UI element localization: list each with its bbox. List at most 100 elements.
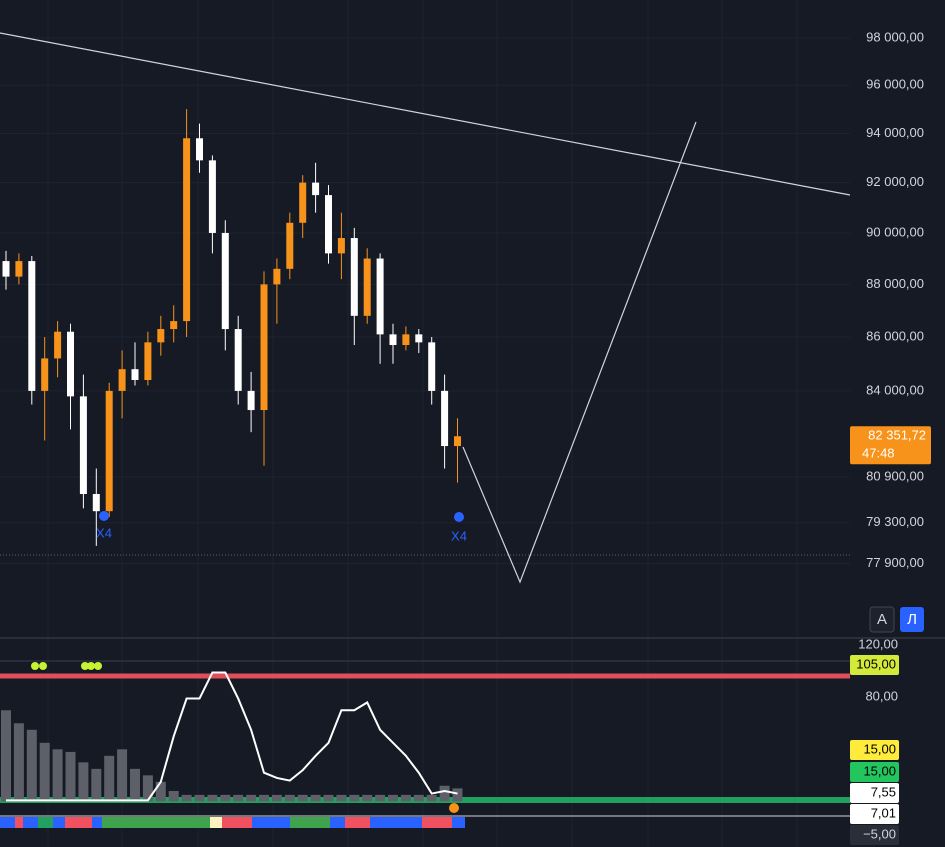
oscillator-line <box>6 671 458 802</box>
candle-body <box>234 329 242 391</box>
strip <box>15 817 23 828</box>
histogram-bar <box>452 788 463 802</box>
toolbar: A Л <box>869 606 924 633</box>
y-tick-label: 86 000,00 <box>866 328 924 343</box>
histogram-bar <box>388 794 398 802</box>
candle-body <box>144 342 152 381</box>
y-tick-label: 98 000,00 <box>866 29 924 44</box>
marker-label: X4 <box>96 525 112 540</box>
marker-dot <box>454 512 464 522</box>
candle-body <box>312 182 320 196</box>
histogram-bar <box>233 794 244 802</box>
badge-label: 7,01 <box>871 805 896 820</box>
histogram-bar <box>155 781 166 802</box>
histogram-bar <box>65 751 76 802</box>
y-tick-label: 94 000,00 <box>866 125 924 140</box>
signal-dot <box>39 662 47 670</box>
histogram-bar <box>426 794 437 802</box>
oscillator: 120,00 80,00 <box>6 637 898 802</box>
histogram-bar <box>336 794 347 802</box>
candle-body <box>441 390 449 447</box>
price-tag <box>850 426 931 465</box>
badge <box>850 655 899 675</box>
candle-body <box>183 138 191 322</box>
strip <box>210 817 222 828</box>
badge-label: 105,00 <box>856 656 896 671</box>
candle-body <box>363 258 371 316</box>
histogram-bar <box>297 794 308 802</box>
candle-body <box>376 258 384 335</box>
y-tick-label: 88 000,00 <box>866 276 924 291</box>
badge-label: −5,00 <box>863 826 896 841</box>
candle-body <box>67 331 74 397</box>
candle-body <box>428 342 436 391</box>
candle-body <box>15 261 23 277</box>
candle-body <box>389 334 397 346</box>
histogram-bar <box>362 794 373 802</box>
candle-body <box>299 182 307 223</box>
strip <box>290 817 330 828</box>
histogram-bar <box>207 794 218 802</box>
y-tick-label: 77 900,00 <box>866 555 924 570</box>
countdown: 47:48 <box>862 446 895 461</box>
button[interactable] <box>869 606 895 633</box>
badge <box>850 740 899 760</box>
histogram-bar <box>181 794 192 802</box>
histogram-bar <box>142 775 153 802</box>
candle-body <box>286 222 294 269</box>
oscillator-badges: 105,00 15,00 15,00 7,55 7,01 −5,00 <box>850 655 899 845</box>
histogram-bar <box>39 742 50 802</box>
histogram-bar <box>246 794 257 802</box>
candle-body <box>260 284 268 411</box>
histogram-bar <box>259 794 269 802</box>
candle-body <box>325 195 332 254</box>
candle-body <box>454 436 461 447</box>
y-tick-label: 80 900,00 <box>866 468 924 483</box>
trend-line <box>0 32 851 196</box>
y-tick-label: 80,00 <box>865 689 898 704</box>
candle-body <box>208 160 216 233</box>
grid <box>0 0 850 847</box>
candle-body <box>105 390 113 512</box>
candle-body <box>41 358 49 391</box>
candle-body <box>337 238 345 254</box>
button-label[interactable]: Л <box>907 611 917 628</box>
badge <box>850 783 899 803</box>
y-tick-label: 120,00 <box>858 637 898 652</box>
candle-body <box>157 329 165 343</box>
strip <box>422 817 452 828</box>
histogram-bar <box>375 794 386 802</box>
candle-body <box>221 232 229 330</box>
signal-dot <box>87 662 95 670</box>
candle-body <box>170 321 178 330</box>
histogram-bar <box>168 790 179 802</box>
y-tick-label: 96 000,00 <box>866 77 924 92</box>
histogram-bar <box>413 794 424 802</box>
signal-dot <box>449 803 459 813</box>
histogram-bar <box>1 710 11 802</box>
price-axis: 98 000,00 96 000,00 94 000,00 92 000,00 90 0… <box>850 29 931 570</box>
button-label[interactable]: A <box>877 611 887 628</box>
histogram-bar <box>310 794 321 802</box>
y-tick-label: 92 000,00 <box>866 174 924 189</box>
signal-dot <box>81 662 89 670</box>
signal-dot <box>94 662 102 670</box>
marker-label: X4 <box>451 528 467 543</box>
histogram-bar <box>117 749 128 802</box>
badge <box>850 804 899 824</box>
candle-body <box>54 331 62 359</box>
candle-body <box>350 238 358 316</box>
button[interactable] <box>900 607 924 632</box>
badge <box>850 762 899 782</box>
histogram-bar <box>284 794 295 802</box>
histogram-bar <box>271 794 282 802</box>
strip <box>102 817 210 828</box>
strip <box>38 817 53 828</box>
signal-dot <box>31 662 39 670</box>
strip <box>345 817 370 828</box>
histogram <box>1 710 463 802</box>
histogram-bar <box>26 729 37 802</box>
candle-body <box>131 369 139 381</box>
